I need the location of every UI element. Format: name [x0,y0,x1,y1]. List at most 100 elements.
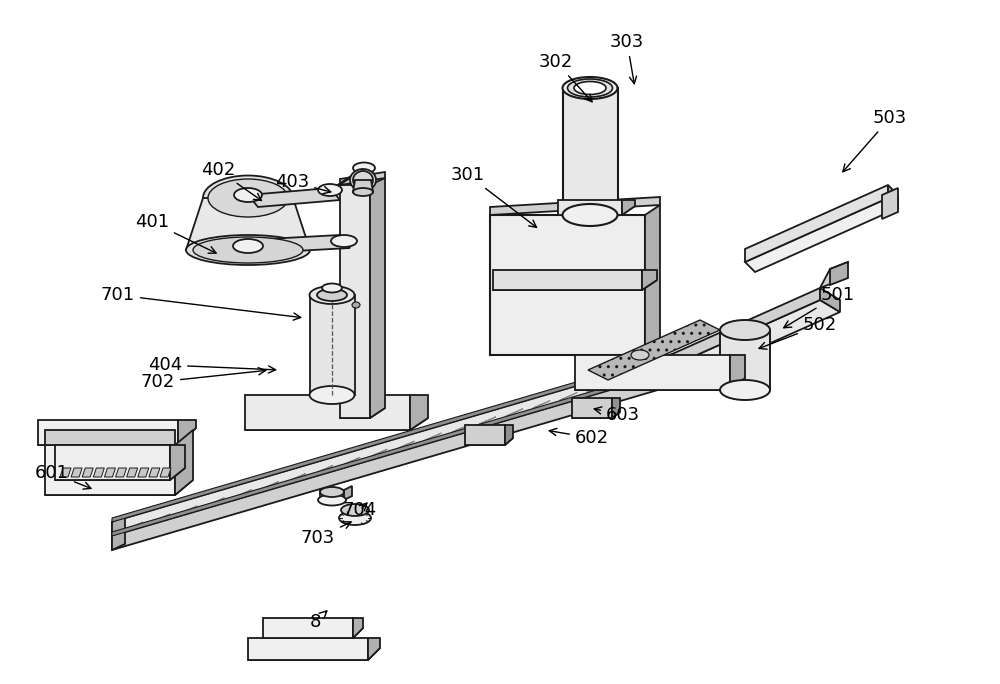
Text: 301: 301 [451,166,537,227]
Polygon shape [830,262,848,285]
Polygon shape [572,412,620,418]
Polygon shape [820,288,840,312]
Polygon shape [572,398,612,418]
Polygon shape [125,522,143,530]
Ellipse shape [317,289,347,301]
Polygon shape [353,618,363,638]
Polygon shape [645,205,660,355]
Polygon shape [160,468,171,477]
Polygon shape [396,441,414,449]
Text: 704: 704 [343,501,377,519]
Text: 603: 603 [594,406,640,424]
Polygon shape [888,185,898,208]
Polygon shape [71,468,82,477]
Polygon shape [45,430,175,445]
Polygon shape [490,197,660,215]
Ellipse shape [353,188,373,196]
Ellipse shape [193,237,303,263]
Ellipse shape [320,487,344,497]
Polygon shape [622,200,635,215]
Polygon shape [586,384,604,393]
Polygon shape [206,498,224,505]
Text: 602: 602 [549,428,609,447]
Polygon shape [112,516,125,550]
Polygon shape [263,618,353,638]
Text: 401: 401 [135,213,216,253]
Ellipse shape [353,171,373,189]
Ellipse shape [208,179,288,217]
Polygon shape [340,408,385,418]
Polygon shape [478,417,496,425]
Polygon shape [642,270,657,290]
Polygon shape [127,468,138,477]
Ellipse shape [350,169,376,191]
Polygon shape [652,300,840,387]
Text: 403: 403 [275,173,331,194]
Ellipse shape [574,81,606,94]
Polygon shape [465,438,513,445]
Polygon shape [112,360,715,550]
Text: 703: 703 [301,522,351,547]
Polygon shape [668,360,686,368]
Polygon shape [152,514,170,522]
Polygon shape [493,270,642,290]
Polygon shape [532,401,550,408]
Polygon shape [652,288,820,375]
Polygon shape [261,482,279,490]
Polygon shape [614,376,632,384]
Polygon shape [410,395,428,430]
Text: 404: 404 [148,356,276,374]
Polygon shape [340,185,370,418]
Text: 8: 8 [309,611,327,631]
Polygon shape [82,468,93,477]
Polygon shape [368,638,380,660]
Text: 402: 402 [201,161,261,200]
Polygon shape [248,648,380,660]
Polygon shape [186,198,310,250]
Ellipse shape [720,320,770,340]
Polygon shape [558,206,635,215]
Polygon shape [179,505,197,514]
Polygon shape [116,468,127,477]
Polygon shape [559,393,577,400]
Polygon shape [38,420,178,445]
Polygon shape [353,180,373,192]
Polygon shape [245,418,428,430]
Polygon shape [310,295,355,395]
Polygon shape [493,280,657,290]
Ellipse shape [568,79,612,97]
Polygon shape [45,480,193,495]
Polygon shape [248,188,340,207]
Polygon shape [248,235,350,253]
Polygon shape [370,178,385,418]
Ellipse shape [234,188,262,202]
Ellipse shape [318,184,342,196]
Polygon shape [820,262,848,288]
Polygon shape [288,473,306,482]
Polygon shape [465,425,505,445]
Polygon shape [558,200,622,215]
Polygon shape [641,368,659,376]
Polygon shape [730,355,745,390]
Polygon shape [342,457,360,465]
Polygon shape [344,486,352,500]
Polygon shape [93,468,104,477]
Ellipse shape [562,204,618,226]
Text: 502: 502 [759,316,837,350]
Polygon shape [575,355,730,390]
Polygon shape [112,362,692,536]
Polygon shape [720,330,770,390]
Ellipse shape [341,504,369,516]
Polygon shape [745,185,888,262]
Polygon shape [55,468,185,480]
Text: 702: 702 [141,367,266,391]
Polygon shape [563,88,618,215]
Ellipse shape [322,283,342,293]
Polygon shape [340,172,385,185]
Polygon shape [55,445,170,480]
Ellipse shape [310,386,354,404]
Polygon shape [175,430,193,495]
Polygon shape [505,408,523,417]
Text: 601: 601 [35,464,91,489]
Polygon shape [695,352,713,360]
